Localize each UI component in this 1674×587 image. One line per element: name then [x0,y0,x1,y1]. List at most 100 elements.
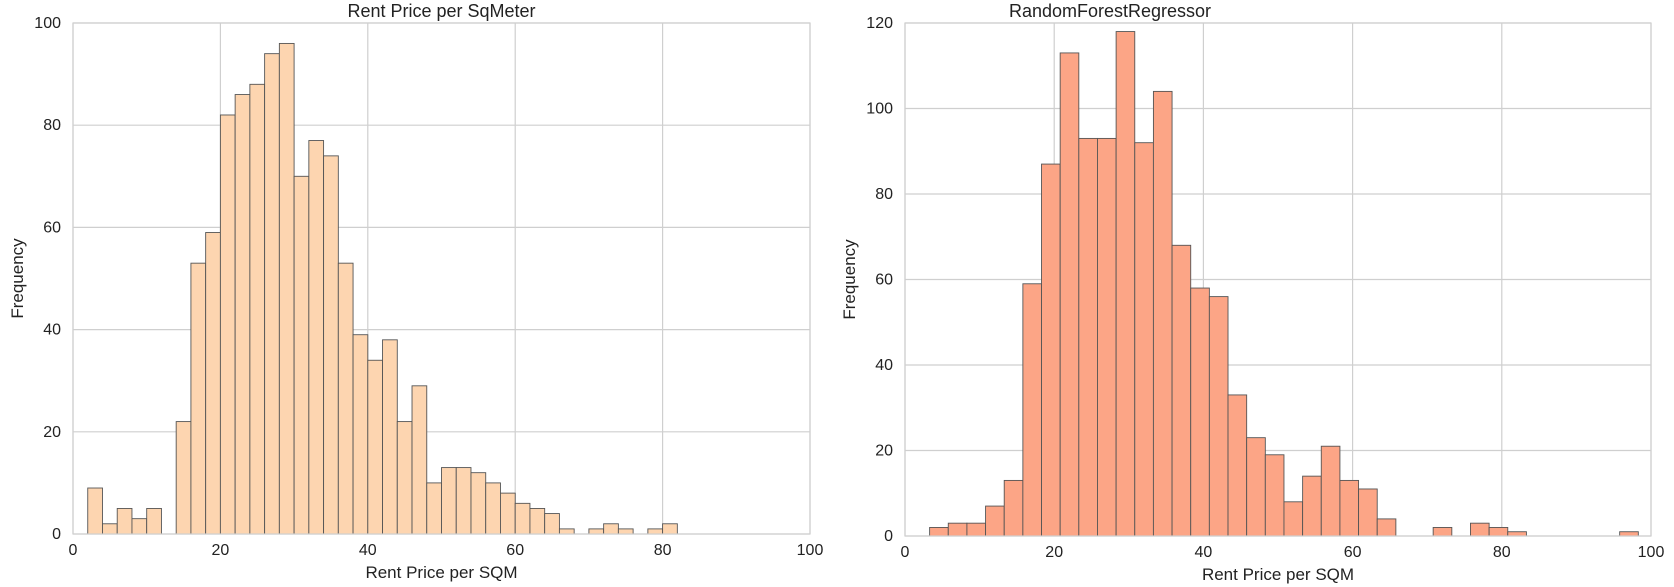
histogram-bar [131,518,148,535]
x-axis-label: Rent Price per SQM [365,563,517,582]
histogram-bar [1003,479,1024,537]
y-tick-label: 20 [875,443,893,460]
x-tick-label: 80 [654,542,672,559]
histogram-bar [1358,488,1378,537]
histogram-bar [337,262,354,535]
chart-title: Rent Price per SqMeter [347,1,535,21]
y-tick-label: 100 [866,101,893,118]
histogram-bar [234,94,251,535]
y-axis-label: Frequency [840,239,859,320]
histogram-bar [1302,475,1322,537]
y-tick-label: 40 [875,357,893,374]
histogram-bar [1470,522,1490,537]
histogram-bar [1171,244,1192,537]
histogram-bar [1152,90,1173,537]
histogram-bar [249,83,266,535]
y-tick-label: 80 [43,117,61,134]
histogram-bar [1283,501,1304,537]
y-tick-label: 0 [52,526,61,543]
histogram-bar [544,513,560,535]
histogram-bar [1208,296,1229,537]
histogram-bar [308,140,325,535]
y-tick-label: 100 [34,15,61,32]
chart-title: RandomForestRegressor [1009,1,1211,21]
histogram-bar [929,527,949,537]
histogram-bar [1619,531,1639,537]
x-tick-label: 0 [69,542,78,559]
histogram-bar [426,482,442,535]
histogram-bar [588,528,605,535]
histogram-bar [382,339,398,535]
x-tick-label: 20 [1045,544,1063,561]
x-tick-label: 0 [901,544,910,561]
histogram-bar [190,262,207,535]
histogram-bar [264,53,280,535]
histogram-bar [87,487,103,535]
histogram-bar [1246,437,1266,537]
histogram-bar [441,467,457,535]
histogram-bar [1078,137,1098,537]
histogram-bar [1488,527,1509,537]
histogram-bar [985,505,1005,537]
histogram-bar [102,523,118,535]
histogram-bar [1264,454,1285,537]
histogram-bar [485,482,501,535]
y-tick-label: 120 [866,15,893,32]
y-tick-label: 0 [884,528,893,545]
plot-frame [72,22,811,535]
histogram-bar [1376,518,1397,537]
y-tick-label: 60 [875,272,893,289]
x-tick-label: 20 [212,542,230,559]
histogram-bar [367,359,383,535]
histogram-bar [1190,287,1210,537]
x-axis-label: Rent Price per SQM [1202,565,1354,584]
x-tick-label: 40 [359,542,377,559]
histogram-bar [175,421,192,535]
plot-frame [904,22,1652,537]
histogram-bar [455,467,472,535]
histogram-bar [558,528,575,535]
histogram-bar [1115,31,1136,537]
histogram-bar [470,472,487,535]
y-axis-label: Frequency [8,238,27,319]
x-tick-label: 100 [1638,544,1665,561]
histogram-bar [603,523,619,535]
histogram-bar [278,42,295,535]
y-tick-label: 60 [43,219,61,236]
x-tick-label: 100 [797,542,824,559]
histogram-bar [1507,531,1527,537]
histogram-bar [500,492,516,535]
histogram-bar [1227,394,1248,537]
histogram-bar [662,523,678,535]
histogram-bar [352,334,369,535]
histogram-random-forest: 0 20 40 60 80 100 0 20 40 60 80 100 120 RandomForestR… [840,1,1664,584]
y-tick-label: 80 [875,186,893,203]
y-tick-label: 40 [43,322,61,339]
histogram-bar [1339,479,1360,537]
histogram-bar [411,385,428,535]
histogram-bar [205,232,221,535]
histogram-bar [293,175,310,535]
histogram-bar [617,528,634,535]
histogram-bar [1022,283,1042,537]
histogram-bar [529,508,546,535]
histogram-bar [1134,142,1154,537]
y-tick-label: 20 [43,424,61,441]
histogram-bar [514,502,531,535]
histogram-bar [1432,527,1453,537]
histogram-bar [116,508,133,535]
x-tick-label: 40 [1195,544,1213,561]
x-tick-label: 60 [1344,544,1362,561]
histogram-bar [1041,163,1061,537]
histogram-bar [1097,137,1117,537]
histogram-bar [396,421,413,535]
x-tick-label: 80 [1493,544,1511,561]
x-tick-label: 60 [506,542,524,559]
histogram-bar [219,114,236,535]
histogram-bar [1320,445,1341,537]
histogram-rent-price: 0 20 40 60 80 100 0 20 40 60 80 100 Rent Price per S… [8,1,823,582]
histogram-bar [323,155,339,535]
histogram-bar [647,528,664,535]
histogram-bar [947,522,968,537]
